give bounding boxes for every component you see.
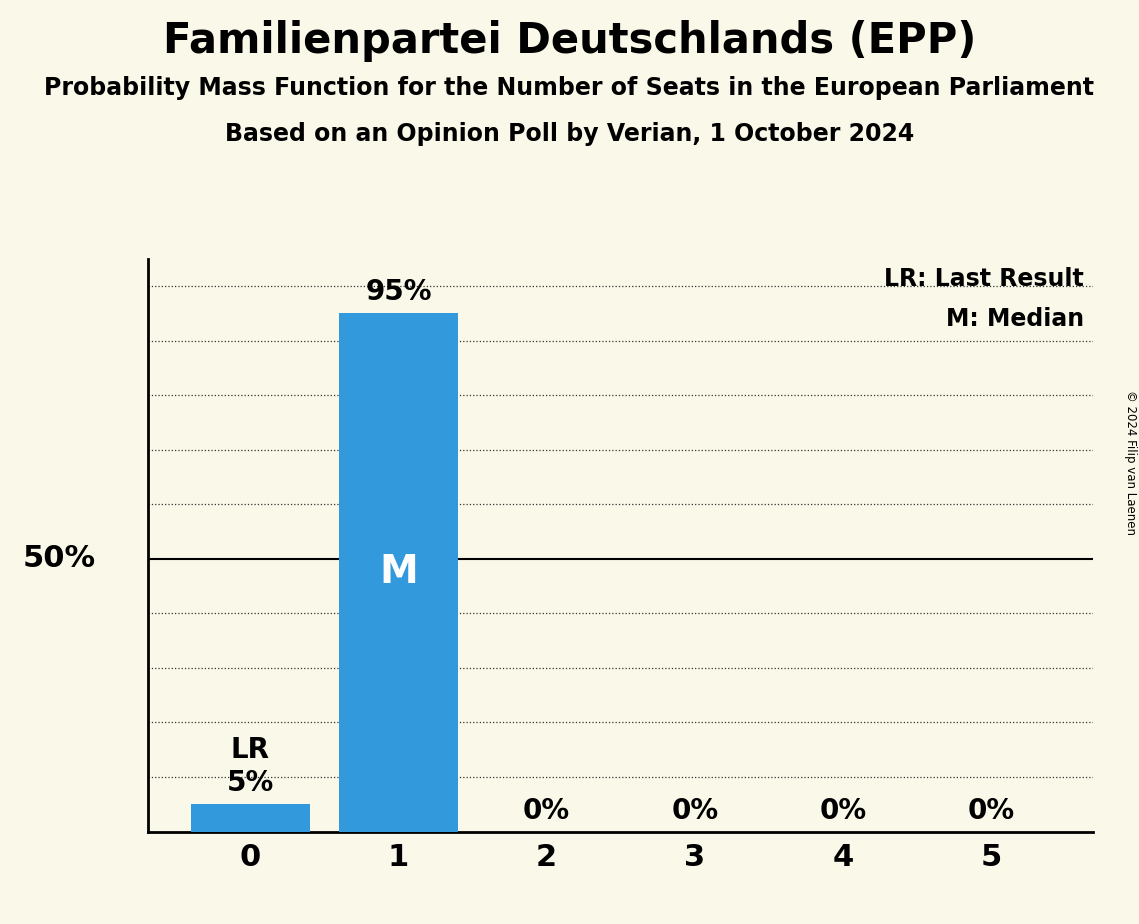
Text: 95%: 95%: [366, 278, 432, 306]
Text: LR: LR: [231, 736, 270, 764]
Text: 5%: 5%: [227, 769, 274, 797]
Text: M: M: [379, 553, 418, 591]
Text: 0%: 0%: [968, 796, 1015, 824]
Text: Based on an Opinion Poll by Verian, 1 October 2024: Based on an Opinion Poll by Verian, 1 Oc…: [224, 122, 915, 146]
Text: Familienpartei Deutschlands (EPP): Familienpartei Deutschlands (EPP): [163, 20, 976, 62]
Text: © 2024 Filip van Laenen: © 2024 Filip van Laenen: [1124, 390, 1137, 534]
Text: M: Median: M: Median: [945, 308, 1084, 332]
Bar: [191, 804, 310, 832]
Text: 0%: 0%: [819, 796, 867, 824]
Text: LR: Last Result: LR: Last Result: [884, 267, 1084, 291]
Text: Probability Mass Function for the Number of Seats in the European Parliament: Probability Mass Function for the Number…: [44, 76, 1095, 100]
Text: 0%: 0%: [523, 796, 571, 824]
Text: 50%: 50%: [23, 544, 96, 573]
Text: 0%: 0%: [671, 796, 719, 824]
Bar: [339, 313, 458, 832]
